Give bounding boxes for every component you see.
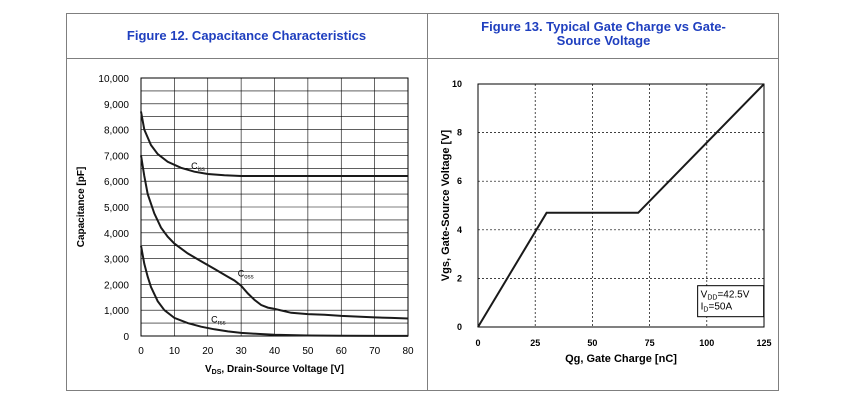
x-tick-label: 60 — [336, 346, 348, 357]
y-axis-label: Capacitance [pF] — [76, 167, 87, 248]
x-tick-label: 125 — [756, 338, 771, 348]
title-rule-left — [66, 58, 427, 59]
y-tick-label: 7,000 — [104, 151, 129, 162]
x-tick-label: 0 — [475, 338, 480, 348]
series-label-iss: Ciss — [191, 161, 205, 173]
y-tick-label: 6 — [457, 176, 462, 186]
x-axis-label: Qg, Gate Charge [nC] — [565, 353, 677, 365]
series-line-rss — [140, 245, 409, 337]
x-tick-label: 80 — [402, 346, 414, 357]
y-tick-label: 2 — [457, 273, 462, 283]
y-tick-label: 10,000 — [98, 74, 129, 85]
x-tick-label: 70 — [369, 346, 381, 357]
x-tick-label: 40 — [269, 346, 281, 357]
y-tick-label: 0 — [457, 322, 462, 332]
figure12-title: Figure 12. Capacitance Characteristics — [126, 28, 367, 43]
y-axis-label: Vgs, Gate-Source Voltage [V] — [440, 129, 452, 281]
x-tick-label: 50 — [587, 338, 597, 348]
x-tick-label: 10 — [169, 346, 181, 357]
x-tick-label: 50 — [302, 346, 314, 357]
y-tick-label: 4,000 — [104, 229, 129, 240]
y-tick-label: 8,000 — [104, 126, 129, 137]
x-tick-label: 20 — [202, 346, 214, 357]
x-tick-label: 100 — [699, 338, 714, 348]
figure13-title: Figure 13. Typical Gate Charge vs Gate-S… — [481, 19, 726, 48]
y-tick-label: 6,000 — [104, 177, 129, 188]
y-tick-label: 2,000 — [104, 280, 129, 291]
title-rule-right — [428, 58, 779, 59]
y-tick-label: 4 — [457, 225, 462, 235]
y-tick-label: 1,000 — [104, 306, 129, 317]
x-tick-label: 0 — [138, 346, 144, 357]
panel-divider — [427, 13, 428, 391]
annotation-line: VDD=42.5V — [701, 290, 750, 302]
y-tick-label: 9,000 — [104, 100, 129, 111]
x-axis-label: VDS, Drain-Source Voltage [V] — [205, 364, 344, 376]
series-label-rss: Crss — [211, 315, 226, 327]
annotation-line: ID=50A — [701, 302, 733, 314]
y-tick-label: 5,000 — [104, 203, 129, 214]
y-tick-label: 10 — [452, 79, 462, 89]
y-tick-label: 3,000 — [104, 255, 129, 266]
y-tick-label: 8 — [457, 128, 462, 138]
figure-frame — [66, 13, 779, 391]
capacitance-chart: 0 1,000 2,000 3,000 4,000 5,000 6,000 7,000 8,00… — [76, 74, 414, 376]
annotation-box — [697, 285, 765, 318]
series-line-oss — [140, 155, 409, 320]
series-label-oss: Coss — [238, 269, 254, 281]
x-tick-label: 25 — [530, 338, 540, 348]
gate-charge-line — [477, 83, 765, 328]
series-line-iss — [140, 111, 408, 177]
plot-border — [477, 83, 765, 328]
x-tick-label: 30 — [236, 346, 248, 357]
y-tick-label: 0 — [123, 332, 129, 343]
plot-border — [140, 77, 409, 337]
x-tick-label: 75 — [645, 338, 655, 348]
